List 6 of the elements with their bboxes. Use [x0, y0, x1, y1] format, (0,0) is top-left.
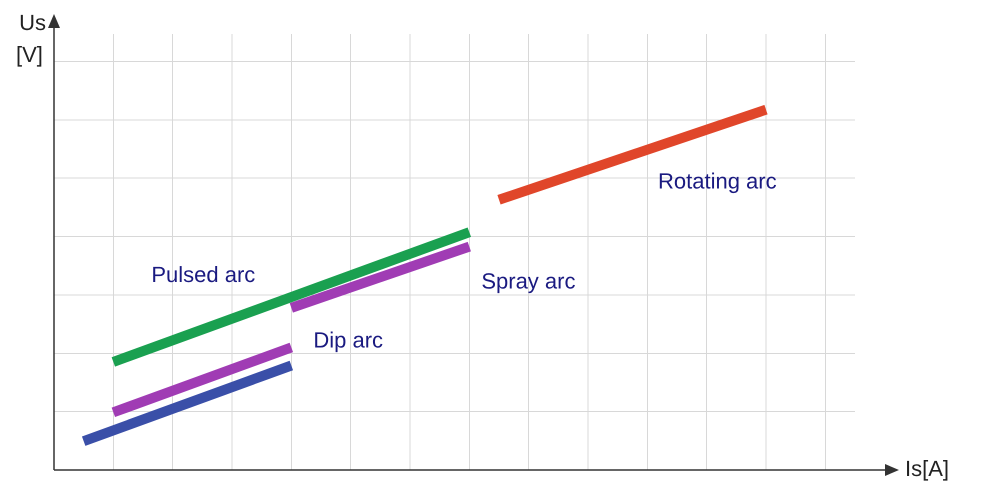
- x-axis-title: Is[A]: [905, 456, 950, 482]
- series-label: Dip arc: [313, 328, 384, 353]
- series-label: Rotating arc: [658, 168, 777, 194]
- y-axis-title: Us [V]: [16, 10, 46, 68]
- series-label: Pulsed arc: [151, 262, 256, 288]
- series-label: Spray arc: [481, 268, 576, 294]
